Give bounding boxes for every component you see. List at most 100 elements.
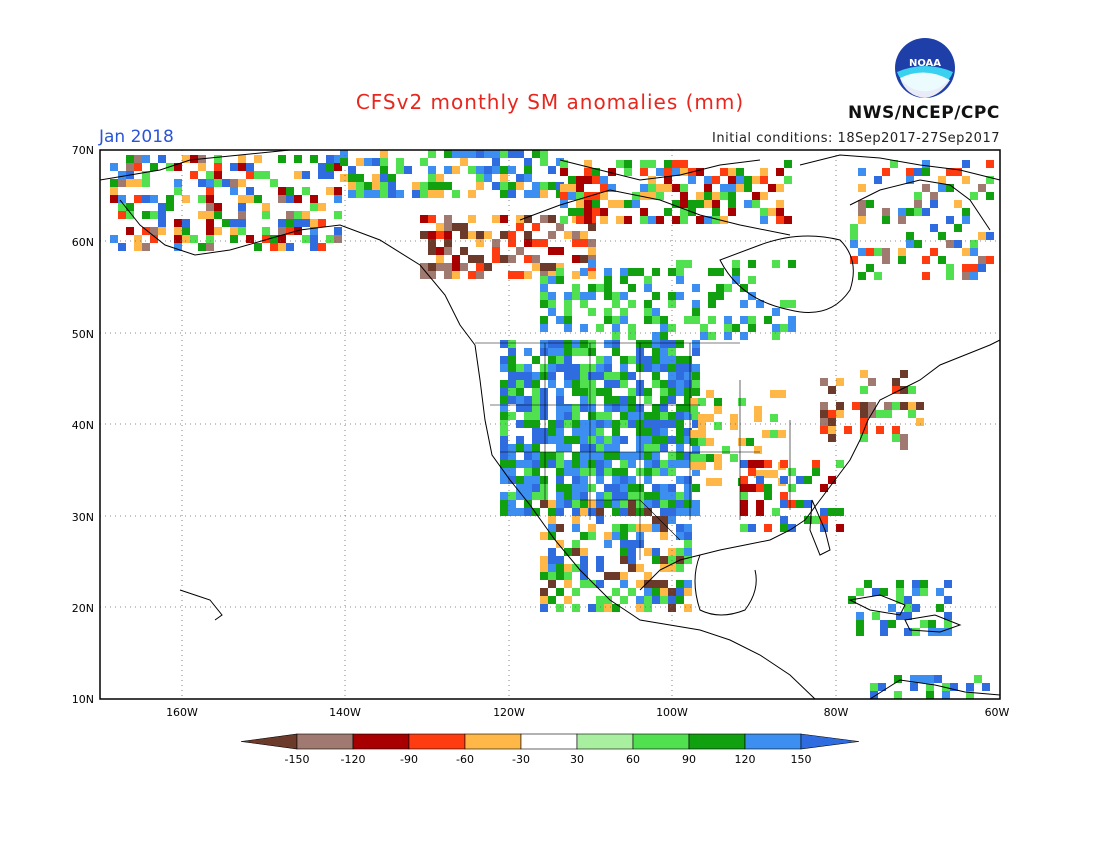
anomaly-cell xyxy=(110,163,118,171)
anomaly-cell xyxy=(604,420,612,428)
anomaly-cell xyxy=(954,168,962,176)
anomaly-cell xyxy=(946,240,954,248)
anomaly-cell xyxy=(684,364,692,372)
anomaly-cell xyxy=(680,216,688,224)
anomaly-cell xyxy=(500,428,508,436)
anomaly-cell xyxy=(532,223,540,231)
anomaly-cell xyxy=(668,268,676,276)
anomaly-cell xyxy=(286,195,294,203)
anomaly-cell xyxy=(608,168,616,176)
anomaly-cell xyxy=(752,192,760,200)
anomaly-cell xyxy=(294,211,302,219)
anomaly-cell xyxy=(540,476,548,484)
anomaly-cell xyxy=(690,462,698,470)
anomaly-cell xyxy=(540,572,548,580)
anomaly-cell xyxy=(500,380,508,388)
anomaly-cell xyxy=(740,284,748,292)
anomaly-cell xyxy=(524,500,532,508)
anomaly-cell xyxy=(676,460,684,468)
anomaly-cell xyxy=(246,195,254,203)
colorbar-swatch xyxy=(520,733,578,750)
lat-label: 20N xyxy=(72,602,94,615)
anomaly-cell xyxy=(206,203,214,211)
anomaly-cell xyxy=(412,182,420,190)
anomaly-cell xyxy=(560,216,568,224)
anomaly-cell xyxy=(730,454,738,462)
anomaly-cell xyxy=(986,192,994,200)
anomaly-cell xyxy=(698,430,706,438)
anomaly-cell xyxy=(724,316,732,324)
anomaly-cell xyxy=(460,231,468,239)
anomaly-cell xyxy=(548,572,556,580)
anomaly-cell xyxy=(572,436,580,444)
anomaly-cell xyxy=(676,364,684,372)
anomaly-cell xyxy=(660,460,668,468)
anomaly-cell xyxy=(684,388,692,396)
anomaly-cell xyxy=(628,492,636,500)
anomaly-cell xyxy=(556,524,564,532)
anomaly-cell xyxy=(198,179,206,187)
anomaly-cell xyxy=(524,271,532,279)
anomaly-cell xyxy=(604,268,612,276)
anomaly-cell xyxy=(142,171,150,179)
anomaly-cell xyxy=(660,396,668,404)
anomaly-cell xyxy=(732,324,740,332)
anomaly-cell xyxy=(540,604,548,612)
colorbar-legend xyxy=(240,733,860,750)
anomaly-cell xyxy=(648,160,656,168)
anomaly-cell xyxy=(420,190,428,198)
anomaly-cell xyxy=(580,364,588,372)
anomaly-cell xyxy=(656,192,664,200)
anomaly-cell xyxy=(452,190,460,198)
anomaly-cell xyxy=(556,484,564,492)
anomaly-cell xyxy=(110,235,118,243)
anomaly-cell xyxy=(866,200,874,208)
anomaly-cell xyxy=(508,372,516,380)
anomaly-cell xyxy=(524,166,532,174)
anomaly-cell xyxy=(684,356,692,364)
anomaly-cell xyxy=(708,300,716,308)
anomaly-cell xyxy=(286,187,294,195)
anomaly-cell xyxy=(348,182,356,190)
anomaly-cell xyxy=(660,428,668,436)
anomaly-cell xyxy=(692,484,700,492)
anomaly-cell xyxy=(938,256,946,264)
anomaly-cell xyxy=(620,308,628,316)
anomaly-cell xyxy=(572,404,580,412)
anomaly-cell xyxy=(770,414,778,422)
map-title: CFSv2 monthly SM anomalies (mm) xyxy=(355,90,745,114)
anomaly-cell xyxy=(524,348,532,356)
anomaly-cell xyxy=(604,372,612,380)
colorbar-label: 90 xyxy=(682,753,696,766)
anomaly-cell xyxy=(592,200,600,208)
anomaly-cell xyxy=(714,478,722,486)
anomaly-cell xyxy=(580,324,588,332)
anomaly-cell xyxy=(668,420,676,428)
anomaly-cell xyxy=(278,187,286,195)
anomaly-cell xyxy=(568,184,576,192)
anomaly-cell xyxy=(644,476,652,484)
anomaly-cell xyxy=(604,444,612,452)
anomaly-cell xyxy=(652,556,660,564)
anomaly-cell xyxy=(524,492,532,500)
anomaly-cell xyxy=(660,508,668,516)
anomaly-cell xyxy=(676,500,684,508)
anomaly-cell xyxy=(850,240,858,248)
anomaly-cell xyxy=(770,470,778,478)
anomaly-cell xyxy=(580,460,588,468)
anomaly-cell xyxy=(962,208,970,216)
anomaly-cell xyxy=(588,484,596,492)
anomaly-cell xyxy=(500,215,508,223)
anomaly-cell xyxy=(142,211,150,219)
anomaly-cell xyxy=(524,364,532,372)
anomaly-cell xyxy=(906,176,914,184)
anomaly-cell xyxy=(532,492,540,500)
anomaly-cell xyxy=(704,184,712,192)
anomaly-cell xyxy=(588,468,596,476)
anomaly-cell xyxy=(524,239,532,247)
anomaly-cell xyxy=(576,192,584,200)
anomaly-cell xyxy=(712,208,720,216)
anomaly-cell xyxy=(508,468,516,476)
anomaly-cell xyxy=(508,255,516,263)
anomaly-cell xyxy=(584,176,592,184)
